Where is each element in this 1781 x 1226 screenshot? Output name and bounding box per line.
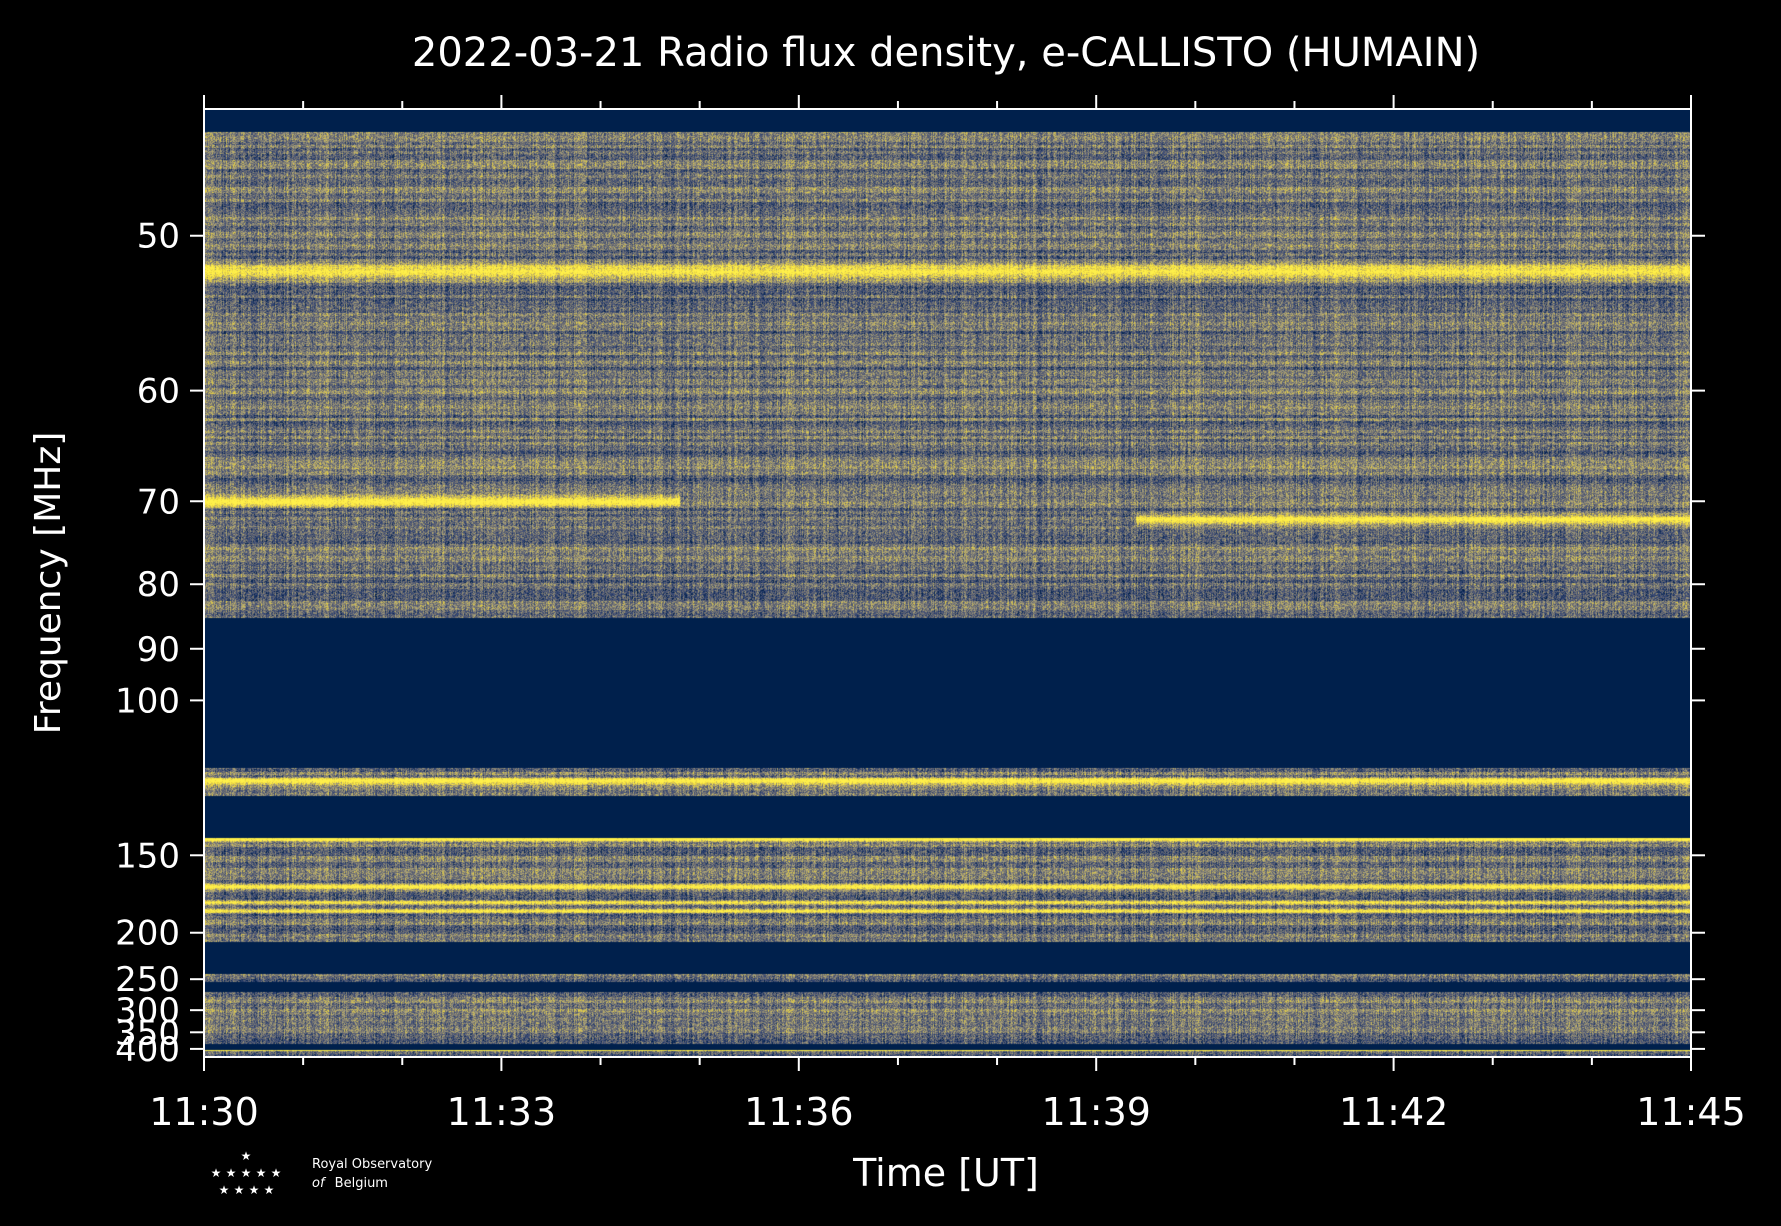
x-tick-label: 11:39 (1041, 1090, 1151, 1134)
y-tick-label: 70 (137, 482, 180, 522)
y-tick-label: 200 (115, 914, 180, 954)
svg-text:★: ★ (219, 1183, 230, 1197)
y-tick-label: 100 (115, 681, 180, 721)
royal-observatory-logo: ★ ★ ★ ★ ★ ★ ★ ★ ★ ★ Royal Observatory of… (211, 1149, 433, 1197)
svg-text:★: ★ (264, 1183, 275, 1197)
y-tick-label: 300 (115, 991, 180, 1031)
y-tick-label: 250 (115, 960, 180, 1000)
x-tick-label: 11:45 (1636, 1090, 1746, 1134)
logo-stars-icon: ★ ★ ★ ★ ★ ★ ★ ★ ★ ★ (211, 1149, 282, 1197)
spectrogram-heatmap (204, 109, 1691, 1057)
svg-text:★: ★ (211, 1166, 222, 1180)
x-tick-label: 11:33 (447, 1090, 557, 1134)
chart-title: 2022-03-21 Radio flux density, e-CALLIST… (412, 30, 1480, 76)
svg-text:★: ★ (256, 1166, 267, 1180)
svg-text:★: ★ (241, 1166, 252, 1180)
logo-belgium: Belgium (335, 1176, 388, 1191)
y-tick-label: 350 (115, 1013, 180, 1053)
svg-text:★: ★ (234, 1183, 245, 1197)
logo-of: of (312, 1176, 327, 1191)
y-tick-label: 400 (115, 1030, 180, 1070)
svg-text:★: ★ (249, 1183, 260, 1197)
x-axis-label: Time [UT] (852, 1151, 1039, 1195)
svg-text:★: ★ (241, 1149, 252, 1163)
logo-line-2: of Belgium (312, 1176, 388, 1191)
logo-line-1: Royal Observatory (312, 1157, 432, 1172)
y-tick-label: 80 (137, 565, 180, 605)
y-tick-label: 90 (137, 630, 180, 670)
y-tick-label: 60 (137, 372, 180, 412)
x-axis: 11:30 11:33 11:36 11:39 11:42 11:45 (149, 95, 1746, 1134)
y-tick-label: 150 (115, 836, 180, 876)
svg-text:★: ★ (226, 1166, 237, 1180)
x-tick-label: 11:36 (744, 1090, 854, 1134)
svg-text:★: ★ (271, 1166, 282, 1180)
y-axis-label: Frequency [MHz] (28, 432, 69, 735)
y-tick-label: 50 (137, 217, 180, 257)
x-tick-label: 11:42 (1339, 1090, 1449, 1134)
x-tick-label: 11:30 (149, 1090, 259, 1134)
plot-frame (203, 108, 1692, 1058)
spectrogram-image-container (204, 109, 1691, 1057)
